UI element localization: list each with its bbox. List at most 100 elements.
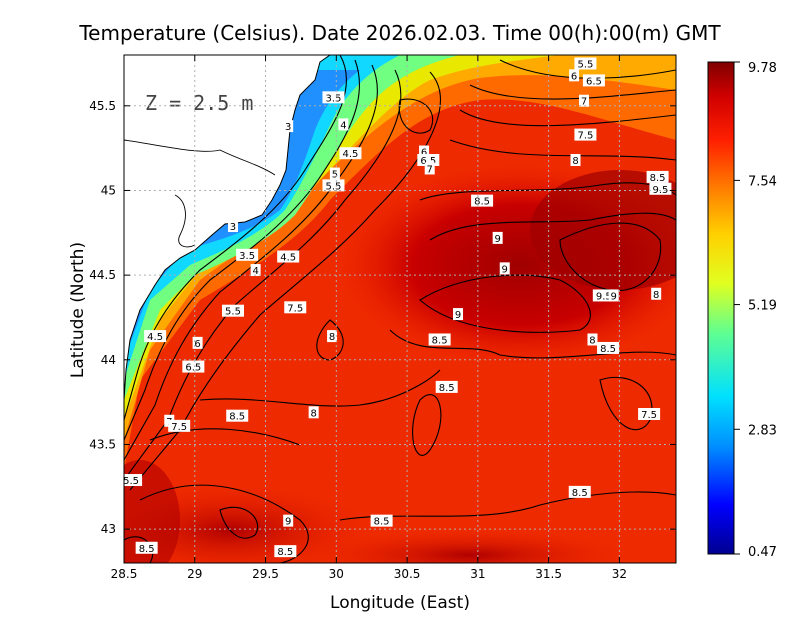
contour-label: 8 [327, 330, 338, 343]
contour-label-text: 8 [310, 408, 316, 419]
contour-label: 9 [492, 231, 503, 245]
contour-label: 3 [227, 220, 238, 233]
contour-label: 7 [579, 94, 589, 108]
y-tick-label: 45.5 [89, 99, 116, 113]
contour-label-text: 9 [502, 264, 508, 275]
contour-label-text: 6.5 [420, 156, 436, 167]
contour-label-bg [322, 179, 345, 192]
x-tick-label: 29 [187, 567, 202, 581]
contour-label-bg [182, 360, 205, 373]
contour-label-text: 8 [329, 332, 335, 343]
contour-label-text: 6.5 [185, 363, 201, 374]
contour-label-text: 6 [571, 71, 577, 82]
contour-label-text: 8.5 [277, 547, 293, 558]
contour-label-bg [568, 485, 591, 498]
contour-label-text: 4 [340, 120, 346, 131]
contour-label-bg [339, 147, 362, 160]
contour-label: 4.5 [144, 330, 167, 343]
chart-title: Temperature (Celsius). Date 2026.02.03. … [78, 21, 721, 45]
contour-label-text: 9 [494, 234, 500, 245]
coastline [124, 55, 331, 401]
contour-label-bg [124, 474, 143, 487]
contour-label-bg [492, 231, 503, 244]
contour-label-bg [308, 406, 319, 419]
contour-label-bg [250, 264, 261, 277]
river-danube-delta [124, 139, 276, 176]
contour-label: 4.5 [277, 250, 300, 264]
contour-9-south [139, 484, 309, 563]
y-tick-label: 45 [101, 183, 116, 197]
contour-label-text: 9 [455, 310, 461, 321]
contour-label: 7.5 [168, 419, 191, 433]
contour-label-text: 8.5 [600, 344, 616, 355]
contour-label-text: 6.5 [586, 76, 602, 87]
contour-label-bg [327, 330, 338, 343]
contour-label-bg [277, 250, 300, 263]
contour-label-text: 3.5 [326, 93, 342, 104]
contour-label: 8.5 [274, 545, 297, 558]
contour-label-bg [574, 128, 597, 141]
contour-label-text: 3.5 [239, 251, 255, 262]
x-tick-label: 29.5 [252, 567, 279, 581]
contour-labels: 5.56 6.577.588.59.53.53 44.555.566.578.599… [123, 57, 672, 558]
contour-label: 6 [419, 145, 430, 159]
contour-label-text: 5.5 [225, 307, 241, 318]
y-tick-label: 43.5 [89, 437, 116, 451]
contour-85-southeast [339, 491, 676, 521]
contour-label-bg [453, 308, 464, 321]
x-tick-label: 31.5 [535, 567, 562, 581]
contour-label: 8 [308, 406, 319, 419]
contour-8-top [449, 139, 676, 161]
contour-label-text: 4 [252, 266, 258, 277]
contour-label-text: 8.5 [139, 544, 155, 555]
contour-label: 4 [338, 118, 349, 131]
colorbar-tick-label: 2.83 [748, 423, 777, 438]
x-tick-label: 32 [612, 567, 627, 581]
contour-label: 8.5 [135, 541, 158, 555]
contour-85-south [389, 329, 676, 359]
contour-label-text: 5.5 [326, 181, 342, 192]
contour-label-bg [226, 409, 249, 422]
contour-label-bg [338, 118, 349, 131]
contour-label: 5.5 [123, 474, 143, 487]
contour-label-text: 5.5 [123, 476, 139, 487]
contour-lines [124, 55, 676, 563]
colorbar-tick-label: 0.47 [748, 545, 777, 560]
contour-label-text: 6 [421, 148, 427, 159]
colorbar-ticks: 9.78 7.54 5.19 2.83 0.47 [734, 61, 777, 560]
contour-label-bg [608, 289, 619, 302]
warm-core-south [124, 485, 370, 563]
contour-label: 3.5 [322, 91, 345, 104]
contour-label-text: 5 [332, 170, 338, 181]
colorbar-tick-label: 7.54 [748, 174, 777, 189]
x-axis: 28.5 29 29.5 30 30.5 31 31.5 32 [111, 55, 627, 581]
contour-label: 6.5 [182, 360, 205, 374]
contour-3 [124, 55, 348, 421]
contour-label-text: 5.5 [577, 59, 593, 70]
contour-label-bg [582, 74, 605, 87]
contour-label-text: 8.5 [229, 412, 245, 423]
contour-label-text: 7.5 [287, 303, 303, 314]
contour-9-loop [219, 506, 259, 539]
contour-label: 8.5 [646, 170, 669, 184]
contour-label: 3 [283, 120, 294, 133]
colorbar [707, 61, 735, 555]
contour-label: 9 [608, 289, 619, 302]
contour-label-bg [424, 162, 435, 175]
contour-label-text: 8.5 [650, 173, 666, 184]
contour-label-bg [651, 287, 662, 300]
contour-7 [129, 71, 441, 491]
x-tick-label: 30 [329, 567, 344, 581]
contour-label-text: 9 [611, 291, 617, 302]
contour-label-text: 7 [427, 164, 433, 175]
contour-label-text: 8 [589, 335, 595, 346]
contour-label-text: 8 [653, 290, 659, 301]
contour-label: 6 [569, 69, 580, 82]
depth-label: Z = 2.5 m [145, 91, 253, 115]
contour-label-bg [283, 514, 294, 527]
contour-label-bg [221, 304, 244, 317]
contour-label-bg [570, 153, 581, 166]
contour-label: 9 [453, 308, 464, 321]
contour-label: 9.5 [649, 182, 672, 196]
